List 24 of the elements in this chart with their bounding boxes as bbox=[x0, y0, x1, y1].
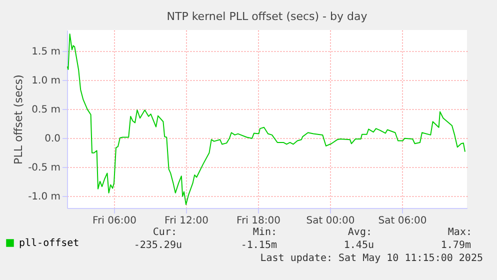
line-series bbox=[66, 34, 466, 206]
text: -1.15m bbox=[240, 240, 277, 251]
y-tick-label: 0.0 bbox=[44, 133, 60, 144]
y-tick-label: 1.0 m bbox=[32, 75, 60, 86]
x-tick-label: Sat 00:00 bbox=[306, 216, 355, 226]
text: Max: bbox=[448, 227, 472, 238]
chart-title: NTP kernel PLL offset (secs) - by day bbox=[166, 10, 368, 23]
text: Avg: bbox=[348, 227, 372, 238]
text: 1.79m bbox=[440, 240, 471, 251]
text: -235.29u bbox=[134, 240, 182, 251]
y-tick-label: -1.0 m bbox=[28, 191, 60, 202]
x-tick-label: Fri 12:00 bbox=[164, 216, 208, 226]
y-tick-label: 0.5 m bbox=[32, 104, 60, 116]
text: Min: bbox=[252, 227, 277, 238]
y-tick-label: 1.5 m bbox=[32, 46, 60, 58]
y-tick-label: -0.5 m bbox=[28, 162, 60, 174]
legend-label: pll-offset bbox=[19, 238, 80, 249]
text: Cur: bbox=[152, 227, 177, 238]
text: Last update: Sat May 10 11:15:00 2025 bbox=[260, 253, 483, 264]
x-tick-label: Fri 18:00 bbox=[236, 216, 280, 226]
text: 1.45u bbox=[344, 240, 374, 251]
x-tick-label: Fri 06:00 bbox=[92, 216, 136, 226]
y-axis-title: PLL offset (secs) bbox=[12, 74, 26, 164]
x-tick-label: Sat 06:00 bbox=[378, 216, 427, 226]
